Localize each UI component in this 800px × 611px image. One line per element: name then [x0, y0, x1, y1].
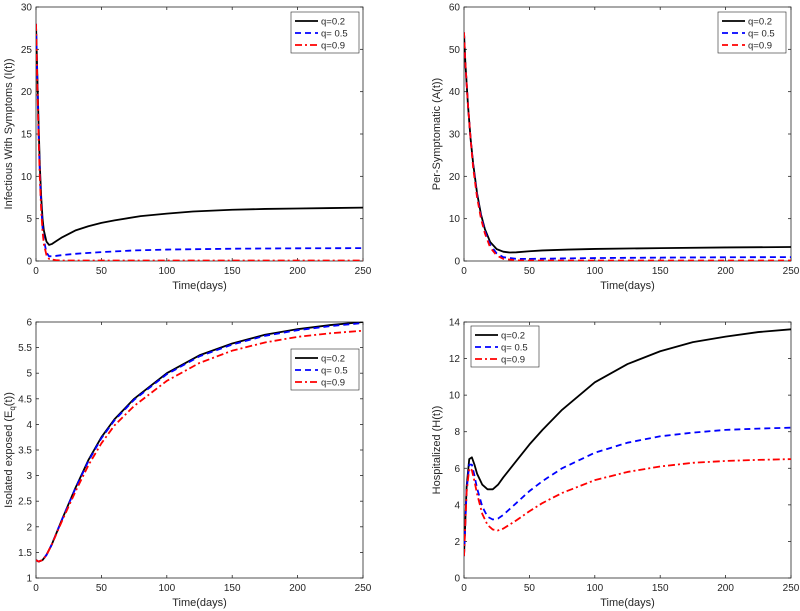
- legend-label: q=0.2: [321, 17, 345, 28]
- y-tick-label: 1: [26, 574, 32, 585]
- chart-panel-hospitalized: 0 50 100 150 200 250 0 2 4 6 8 10 12 14 Time(days) Hosp…: [431, 318, 800, 610]
- y-tick-label: 50: [449, 45, 461, 56]
- y-axis-label: Per-Symptomatic (A(t)): [431, 78, 443, 190]
- x-tick-label: 50: [96, 583, 108, 594]
- x-tick-label: 50: [524, 266, 536, 277]
- y-tick-label: 2: [26, 522, 32, 533]
- y-tick-label: 0: [26, 257, 32, 268]
- y-tick-label: 2: [454, 537, 460, 548]
- y-tick-label: 3.5: [18, 446, 32, 457]
- x-tick-label: 100: [158, 266, 175, 277]
- series-line-3: [36, 329, 363, 563]
- y-tick-label: 4: [26, 420, 32, 431]
- x-tick-label: 100: [586, 583, 603, 594]
- x-tick-label: 200: [289, 583, 306, 594]
- y-tick-label: 20: [449, 172, 461, 183]
- y-tick-label: 0: [454, 574, 460, 585]
- y-tick-label: 40: [449, 87, 461, 98]
- y-tick-label: 15: [21, 130, 33, 141]
- series-line-1: [464, 328, 791, 557]
- y-axis-label: Infectious With Symptoms (I(t)): [3, 59, 15, 210]
- y-tick-label: 5.5: [18, 343, 32, 354]
- y-tick-label: 5: [26, 369, 32, 380]
- legend-label: q=0.9: [748, 41, 772, 52]
- legend-label: q=0.9: [501, 355, 525, 366]
- x-tick-label: 0: [461, 266, 467, 277]
- legend-label: q= 0.5: [321, 366, 348, 377]
- y-tick-label: 4: [454, 500, 460, 511]
- x-tick-label: 200: [717, 583, 734, 594]
- legend: q=0.2q= 0.5q=0.9: [290, 348, 360, 391]
- y-axis-label: Isolated exposed (Eq(t)): [3, 392, 17, 508]
- legend: q=0.2q= 0.5q=0.9: [470, 325, 540, 368]
- legend-label: q= 0.5: [501, 343, 528, 354]
- legend-label: q=0.2: [321, 354, 345, 365]
- y-tick-label: 10: [449, 214, 461, 225]
- y-tick-label: 30: [449, 130, 461, 141]
- legend: q=0.2q= 0.5q=0.9: [717, 11, 787, 54]
- legend-label: q=0.2: [501, 331, 525, 342]
- legend: q=0.2q= 0.5q=0.9: [290, 11, 360, 54]
- series-line-3: [36, 23, 363, 261]
- y-tick-label: 12: [449, 354, 461, 365]
- y-axis-label: Hospitalized (H(t)): [431, 406, 443, 495]
- legend-label: q=0.2: [748, 17, 772, 28]
- chart-panel-presymptomatic: 0 50 100 150 200 250 0 10 20 30 40 50 60 Time(days) Pe…: [431, 3, 800, 293]
- x-tick-label: 100: [158, 583, 175, 594]
- y-tick-label: 6: [26, 318, 32, 329]
- x-axis-label: Time(days): [600, 597, 655, 609]
- y-tick-label: 6: [454, 464, 460, 475]
- x-tick-label: 0: [461, 583, 467, 594]
- legend-label: q= 0.5: [748, 29, 775, 40]
- legend-box: [717, 11, 787, 54]
- chart-panel-infectious: 0 50 100 150 200 250 0 5 10 15 20 25 30 Time(days) Inf…: [3, 3, 372, 293]
- y-tick-label: 3: [26, 471, 32, 482]
- x-axis-label: Time(days): [172, 280, 227, 292]
- x-tick-label: 150: [652, 266, 669, 277]
- x-tick-label: 50: [524, 583, 536, 594]
- legend-label: q= 0.5: [321, 29, 348, 40]
- series-line-2: [464, 426, 791, 557]
- y-tick-label: 30: [21, 3, 33, 14]
- x-tick-label: 0: [33, 266, 39, 277]
- legend-label: q=0.9: [321, 378, 345, 389]
- y-tick-label: 1.5: [18, 548, 32, 559]
- x-tick-label: 100: [586, 266, 603, 277]
- x-tick-label: 50: [96, 266, 108, 277]
- x-tick-label: 200: [289, 266, 306, 277]
- x-tick-label: 150: [224, 266, 241, 277]
- y-tick-label: 60: [449, 3, 461, 14]
- x-tick-label: 250: [355, 583, 372, 594]
- y-tick-label: 14: [449, 318, 461, 329]
- legend-box: [290, 348, 360, 391]
- x-tick-label: 0: [33, 583, 39, 594]
- legend-box: [470, 325, 540, 368]
- x-tick-label: 150: [224, 583, 241, 594]
- x-tick-label: 250: [783, 266, 800, 277]
- x-axis-label: Time(days): [172, 597, 227, 609]
- y-tick-label: 0: [454, 257, 460, 268]
- y-tick-label: 8: [454, 427, 460, 438]
- x-tick-label: 150: [652, 583, 669, 594]
- series-line-2: [36, 322, 363, 563]
- x-tick-label: 200: [717, 266, 734, 277]
- y-tick-label: 4.5: [18, 394, 32, 405]
- x-tick-label: 250: [783, 583, 800, 594]
- y-tick-label: 10: [21, 172, 33, 183]
- y-tick-label: 25: [21, 45, 33, 56]
- x-tick-label: 250: [355, 266, 372, 277]
- legend-box: [290, 11, 360, 54]
- series-line-3: [464, 458, 791, 557]
- y-tick-label: 20: [21, 87, 33, 98]
- x-axis-label: Time(days): [600, 280, 655, 292]
- y-tick-label: 5: [26, 214, 32, 225]
- chart-panel-isolated-exposed: 0 50 100 150 200 250 1 1.5 2 2.5 3 3.5 4 4.5 5 5.5 6 Time…: [3, 318, 372, 610]
- legend-label: q=0.9: [321, 41, 345, 52]
- y-tick-label: 10: [449, 391, 461, 402]
- y-tick-label: 2.5: [18, 497, 32, 508]
